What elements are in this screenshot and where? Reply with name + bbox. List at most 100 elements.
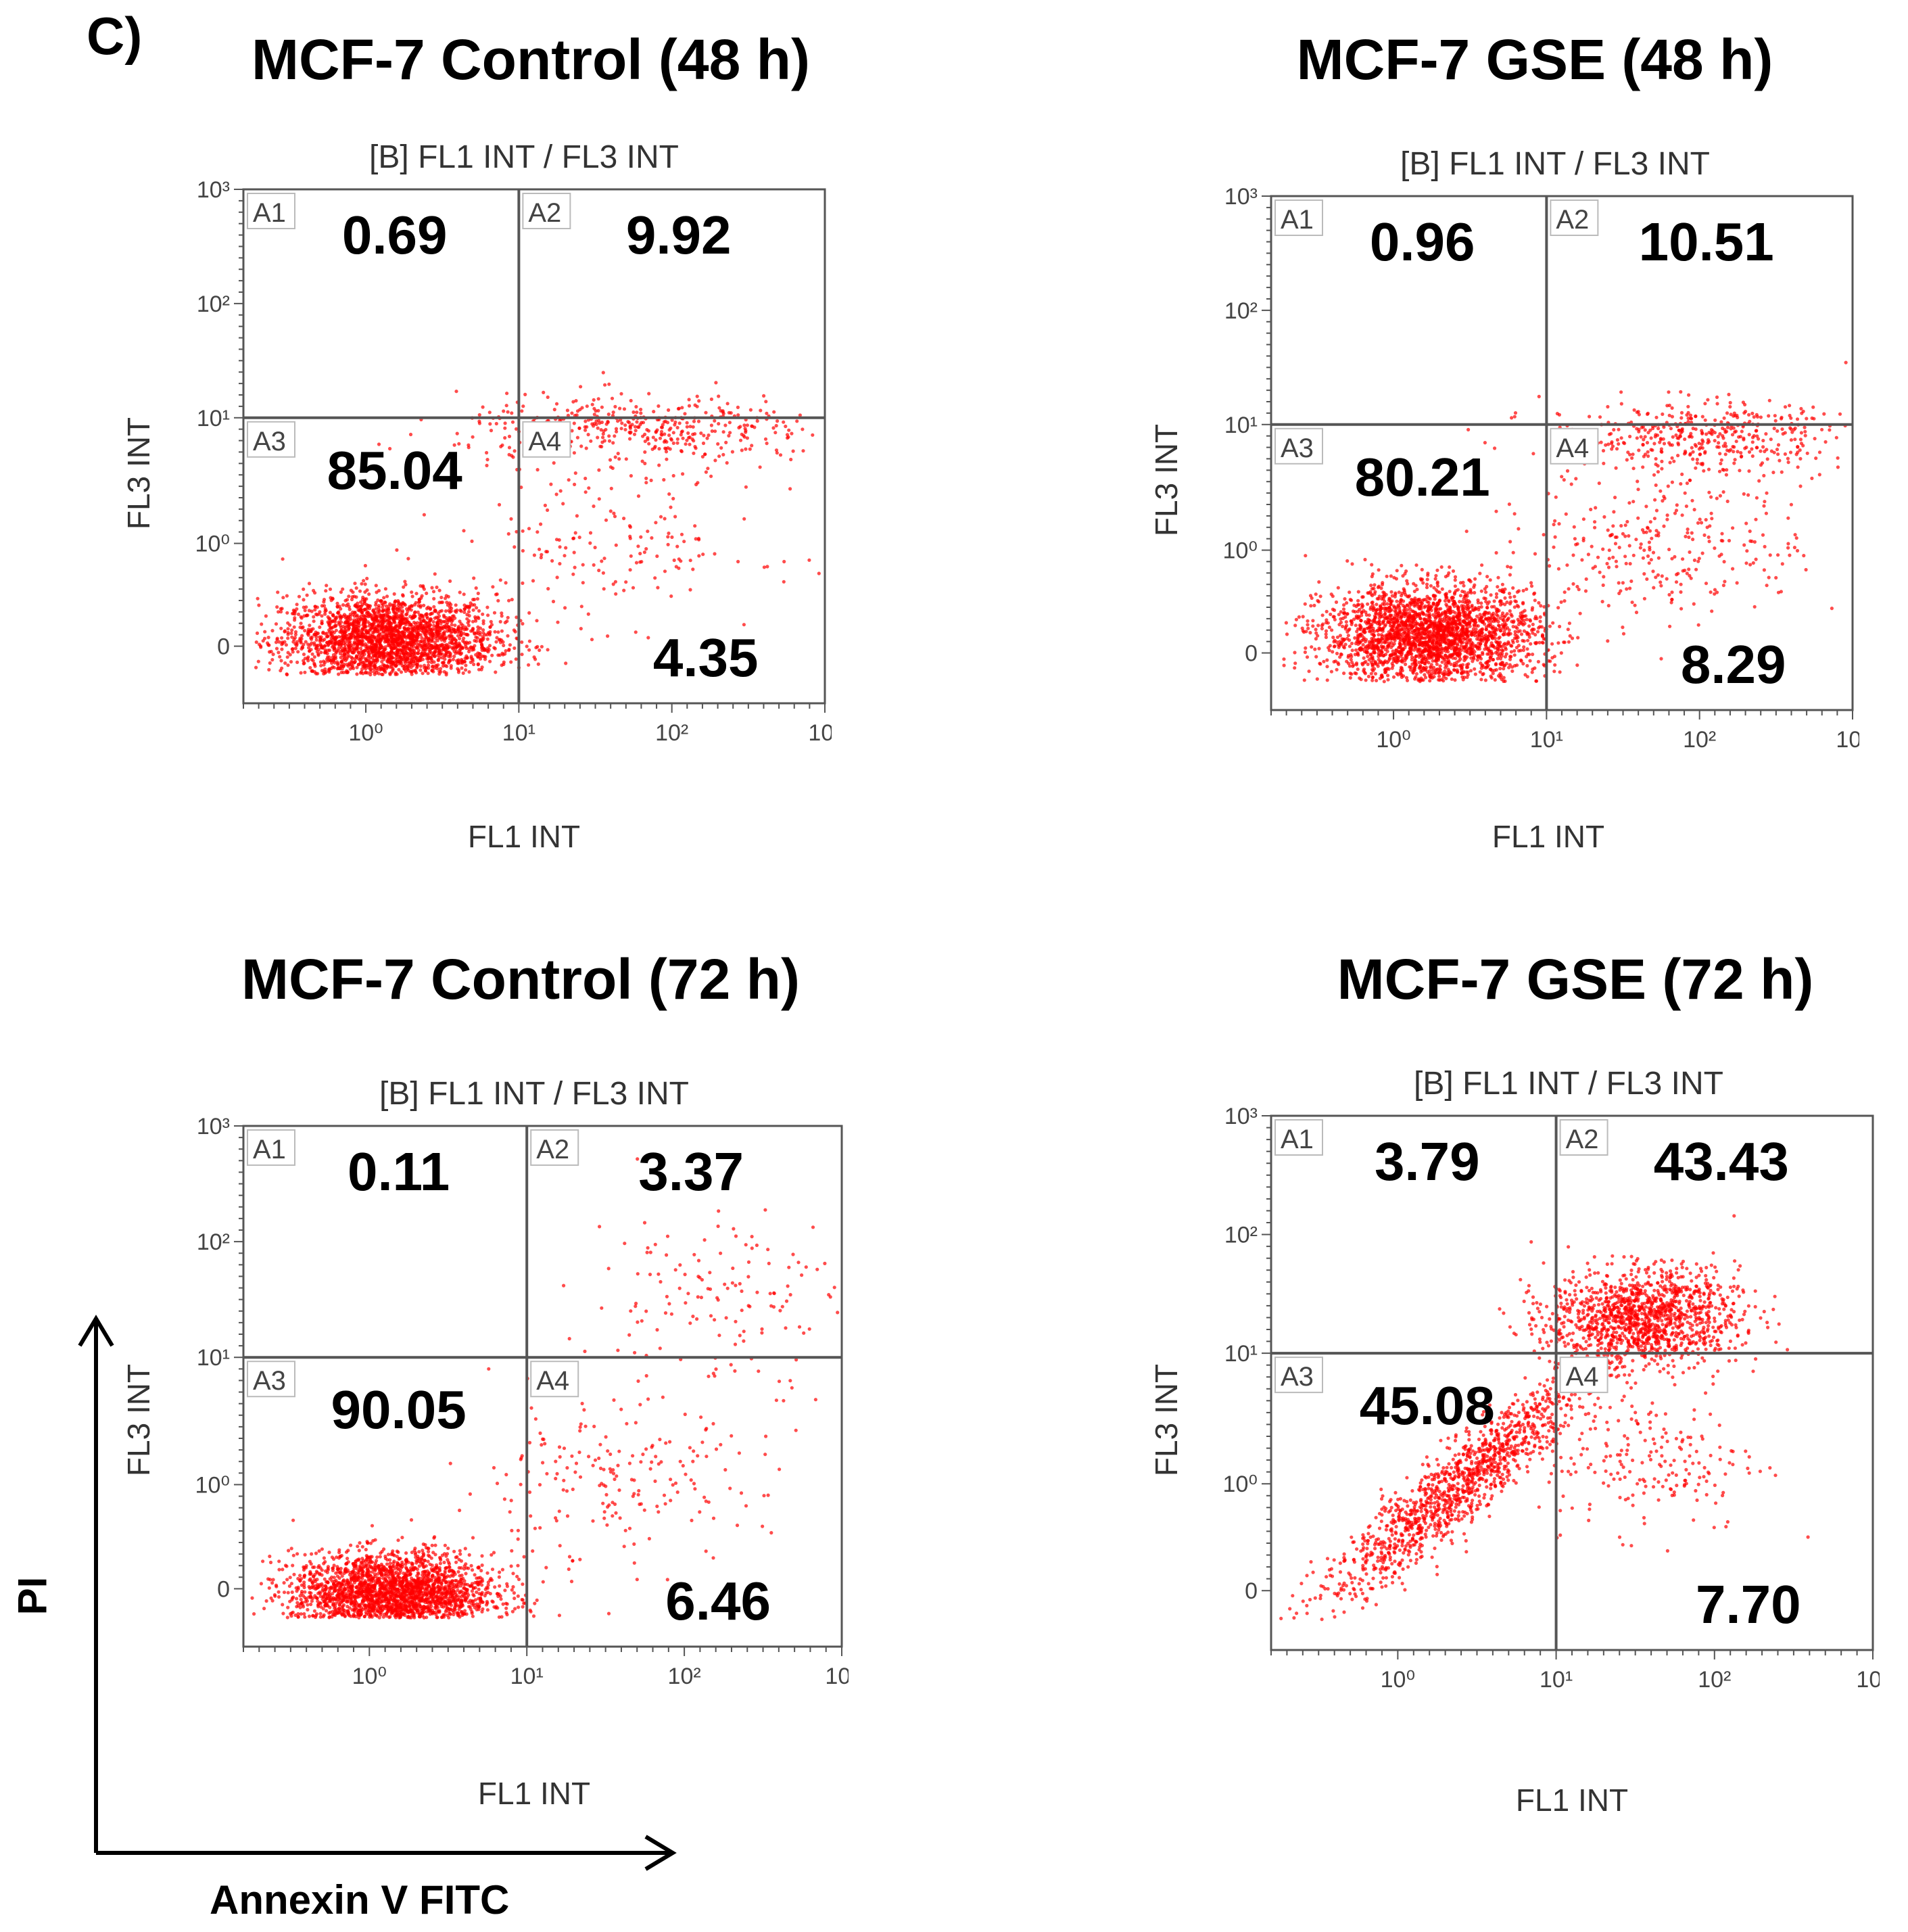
event-dot <box>297 594 302 598</box>
event-dot <box>467 623 471 628</box>
event-dot <box>410 590 414 594</box>
event-dot <box>507 649 511 653</box>
event-dot <box>324 669 328 674</box>
event-dot <box>527 611 531 615</box>
event-dot <box>303 629 307 633</box>
panel-label: C) <box>87 6 143 66</box>
event-dot <box>383 587 387 591</box>
event-dot <box>254 665 258 669</box>
event-dot <box>316 672 320 676</box>
event-dot <box>471 608 475 612</box>
event-dot <box>475 639 479 643</box>
event-dot <box>264 614 268 618</box>
event-dot <box>278 655 282 659</box>
event-dot <box>343 659 348 663</box>
event-dot <box>376 598 380 603</box>
event-dot <box>399 670 404 674</box>
event-dot <box>277 651 281 655</box>
event-dot <box>433 572 437 576</box>
data-points <box>254 371 821 677</box>
event-dot <box>325 632 329 636</box>
event-dot <box>450 623 454 627</box>
event-dot <box>365 576 369 581</box>
event-dot <box>377 672 381 676</box>
event-dot <box>431 590 436 594</box>
event-dot <box>257 642 262 646</box>
event-dot <box>288 653 292 657</box>
event-dot <box>389 615 393 619</box>
event-dot <box>313 608 317 612</box>
event-dot <box>436 611 440 615</box>
event-dot <box>487 644 492 648</box>
event-dot <box>475 606 479 610</box>
event-dot <box>277 610 281 614</box>
event-dot <box>393 672 398 676</box>
event-dot <box>417 600 422 604</box>
event-dot <box>402 585 406 589</box>
event-dot <box>416 649 421 653</box>
event-dot <box>366 665 371 669</box>
event-dot <box>320 614 324 618</box>
event-dot <box>293 632 297 637</box>
event-dot <box>308 623 312 628</box>
panel-title-control-48h: MCF-7 Control (48 h) <box>252 28 810 91</box>
event-dot <box>465 617 469 621</box>
event-dot <box>266 636 270 640</box>
event-dot <box>454 638 458 642</box>
event-dot <box>485 637 490 641</box>
event-dot <box>421 672 425 676</box>
event-dot <box>443 639 447 643</box>
event-dot <box>270 658 275 662</box>
event-dot <box>332 630 336 635</box>
event-dot <box>323 609 327 613</box>
event-dot <box>556 620 560 624</box>
event-dot <box>355 665 359 669</box>
event-dot <box>500 614 504 618</box>
event-dot <box>454 610 458 614</box>
event-dot <box>392 592 396 596</box>
event-dot <box>381 605 385 609</box>
event-dot <box>312 655 316 659</box>
event-dot <box>299 621 303 626</box>
event-dot <box>350 597 354 602</box>
event-dot <box>299 671 303 675</box>
event-dot <box>302 661 306 666</box>
event-dot <box>425 591 429 596</box>
event-dot <box>448 651 452 656</box>
event-dot <box>448 634 452 638</box>
event-dot <box>464 668 468 672</box>
event-dot <box>481 619 485 623</box>
event-dot <box>295 660 300 665</box>
event-dot <box>404 582 408 587</box>
event-dot <box>365 613 369 618</box>
event-dot <box>271 653 275 657</box>
event-dot <box>367 592 371 596</box>
event-dot <box>292 625 296 629</box>
event-dot <box>384 604 388 608</box>
event-dot <box>259 645 263 649</box>
event-dot <box>432 596 436 601</box>
event-dot <box>350 664 355 668</box>
event-dot <box>347 605 351 609</box>
event-dot <box>312 641 316 645</box>
event-dot <box>328 622 332 627</box>
event-dot <box>318 660 323 664</box>
event-dot <box>279 669 283 673</box>
event-dot <box>442 619 446 623</box>
event-dot <box>296 612 301 617</box>
event-dot <box>446 646 450 650</box>
event-dot <box>475 597 479 601</box>
event-dot <box>347 594 351 598</box>
event-dot <box>381 630 385 634</box>
event-dot <box>460 666 464 670</box>
event-dot <box>283 661 287 665</box>
event-dot <box>480 665 484 669</box>
event-dot <box>365 588 369 592</box>
event-dot <box>534 646 538 650</box>
event-dot <box>335 667 339 671</box>
event-dot <box>489 619 493 624</box>
event-dot <box>440 600 444 605</box>
event-dot <box>337 672 341 676</box>
event-dot <box>324 589 328 593</box>
event-dot <box>467 606 471 610</box>
